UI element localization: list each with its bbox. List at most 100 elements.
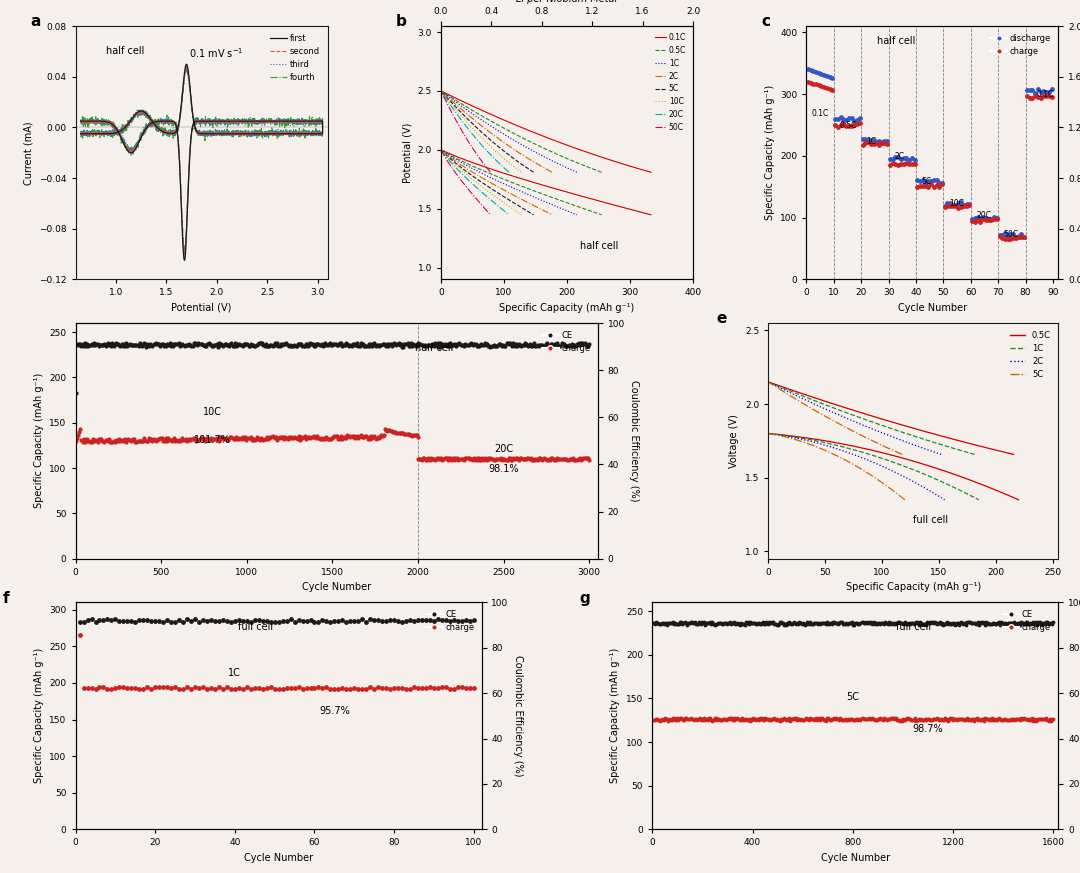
20C xyxy=(502,210,515,220)
Point xyxy=(918,711,935,725)
Point xyxy=(1015,711,1032,725)
Point xyxy=(865,137,882,151)
Point xyxy=(963,214,981,228)
Point xyxy=(944,199,961,213)
Point xyxy=(67,434,84,448)
Point xyxy=(730,712,747,726)
Point xyxy=(75,681,92,695)
Point xyxy=(1010,230,1027,244)
Point xyxy=(110,338,127,352)
Point xyxy=(472,453,489,467)
Point xyxy=(143,682,160,696)
Point xyxy=(731,713,748,727)
Point xyxy=(914,173,931,187)
Point xyxy=(671,711,688,725)
Point xyxy=(832,615,849,629)
Point xyxy=(903,151,920,165)
50C xyxy=(483,209,496,219)
Point xyxy=(208,337,226,351)
Point xyxy=(849,113,866,127)
Point xyxy=(558,452,576,466)
Point xyxy=(434,453,451,467)
Point xyxy=(447,339,464,353)
Point xyxy=(703,615,720,629)
Point xyxy=(410,337,428,351)
Point xyxy=(991,617,1009,631)
Point xyxy=(797,617,814,631)
Point xyxy=(172,340,189,354)
Point xyxy=(357,682,375,696)
Point xyxy=(832,711,849,725)
Point xyxy=(756,711,773,725)
Point xyxy=(71,337,89,351)
Point xyxy=(885,617,902,631)
Point xyxy=(907,713,924,727)
Text: 0.1 mV s$^{-1}$: 0.1 mV s$^{-1}$ xyxy=(189,46,243,60)
Point xyxy=(362,612,379,626)
Point xyxy=(536,450,553,464)
Point xyxy=(226,432,243,446)
Point xyxy=(922,712,940,726)
Point xyxy=(134,434,151,448)
50C xyxy=(475,200,488,210)
first xyxy=(178,255,191,265)
Point xyxy=(854,615,872,629)
Point xyxy=(403,336,420,350)
Point xyxy=(881,158,899,172)
Point xyxy=(420,338,437,352)
Point xyxy=(676,615,693,629)
Point xyxy=(306,339,323,353)
Point xyxy=(856,711,874,725)
Point xyxy=(391,426,408,440)
Point xyxy=(805,711,822,725)
Point xyxy=(665,711,683,725)
Point xyxy=(300,339,318,353)
Point xyxy=(553,451,570,465)
Point xyxy=(347,431,364,445)
Point xyxy=(318,679,335,693)
Point xyxy=(531,338,549,352)
Point xyxy=(481,452,498,466)
Point xyxy=(190,681,207,695)
Point xyxy=(912,179,929,193)
fourth xyxy=(83,115,96,126)
Point xyxy=(846,113,863,127)
Point xyxy=(730,617,747,631)
Point xyxy=(483,340,500,354)
Point xyxy=(97,339,114,353)
Point xyxy=(427,453,444,467)
Point xyxy=(899,616,916,630)
Point xyxy=(465,681,483,695)
Point xyxy=(733,711,751,725)
Point xyxy=(823,713,840,727)
second xyxy=(75,117,87,127)
Point xyxy=(221,337,239,351)
Point xyxy=(1029,82,1047,96)
Point xyxy=(669,617,686,631)
Point xyxy=(200,336,217,350)
Point xyxy=(724,711,741,725)
Point xyxy=(458,450,475,464)
Point xyxy=(887,157,904,171)
Point xyxy=(915,617,932,631)
Y-axis label: Specific Capacity (mAh g⁻¹): Specific Capacity (mAh g⁻¹) xyxy=(33,649,44,783)
10C xyxy=(513,209,526,219)
Point xyxy=(416,450,433,464)
Point xyxy=(497,339,514,353)
Point xyxy=(706,711,724,725)
Point xyxy=(296,339,313,353)
Point xyxy=(807,712,824,726)
Point xyxy=(866,617,883,631)
Point xyxy=(333,336,350,350)
Point xyxy=(1026,616,1043,630)
Point xyxy=(782,616,799,630)
Point xyxy=(526,452,543,466)
Legend: CE, charge: CE, charge xyxy=(422,607,477,636)
Point xyxy=(103,613,120,627)
Point xyxy=(316,432,334,446)
first xyxy=(75,128,87,139)
Point xyxy=(183,432,200,446)
Point xyxy=(928,615,945,629)
Point xyxy=(235,431,253,445)
Point xyxy=(976,617,994,631)
